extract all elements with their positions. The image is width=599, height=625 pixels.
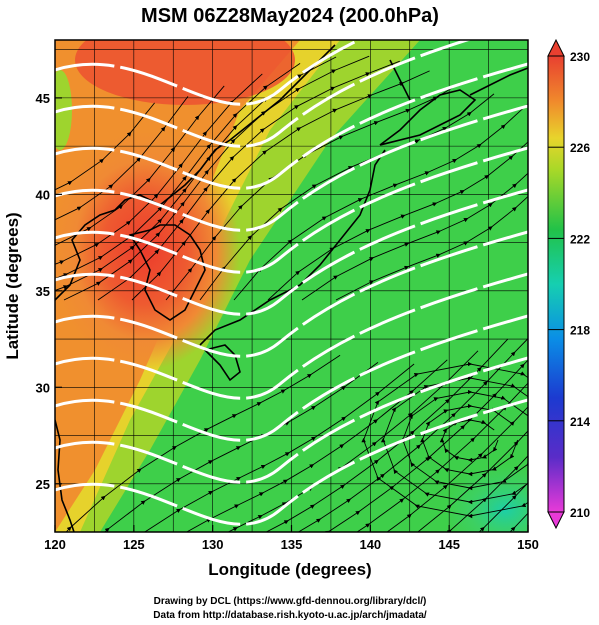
credit-data: Data from http://database.rish.kyoto-u.a…	[153, 610, 427, 621]
colorbar: 210 214 218 222 226 230	[547, 38, 590, 530]
colorbar-max-arrow	[547, 38, 565, 57]
height-contour	[55, 40, 363, 106]
x-tick-label: 145	[438, 537, 460, 552]
x-tick-label: 125	[123, 537, 145, 552]
coast-kurils	[469, 67, 528, 96]
x-tick-label: 120	[44, 537, 66, 552]
cool-core	[445, 465, 528, 532]
y-tick-label: 35	[36, 284, 50, 299]
colorbar-tick-label: 218	[570, 324, 590, 338]
y-tick-label: 30	[36, 380, 50, 395]
height-contour	[55, 62, 528, 190]
y-axis-label: Latitude (degrees)	[3, 212, 22, 359]
x-tick-label: 150	[517, 537, 539, 552]
colorbar-tick-label: 226	[570, 141, 590, 155]
colorbar-tick-label: 214	[570, 415, 590, 429]
credit-drawing: Drawing by DCL (https://www.gfd-dennou.o…	[154, 596, 427, 607]
height-contour	[55, 230, 528, 358]
colorbar-min-arrow	[547, 511, 565, 530]
warm-core-north	[75, 40, 295, 105]
x-axis: 120 125 130 135 140 145 150	[44, 525, 539, 552]
plot-area	[55, 40, 528, 532]
y-axis: 25 30 35 40 45	[36, 91, 62, 492]
streamlines	[55, 55, 528, 532]
streamline-swirl	[361, 361, 528, 519]
chart-title: MSM 06Z28May2024 (200.0hPa)	[141, 5, 439, 27]
streamline	[335, 122, 528, 301]
height-contour	[55, 104, 528, 232]
height-contours	[55, 40, 528, 526]
colorbar-body	[547, 55, 565, 513]
x-tick-label: 130	[202, 537, 224, 552]
height-contour	[55, 146, 528, 274]
height-contour	[55, 188, 528, 316]
height-contour	[55, 272, 528, 400]
y-tick-label: 25	[36, 477, 50, 492]
x-axis-label: Longitude (degrees)	[208, 560, 371, 579]
colorbar-ticks: 210 214 218 222 226 230	[548, 50, 590, 520]
height-contour	[55, 40, 473, 148]
height-contour	[55, 398, 528, 526]
colorbar-tick-label: 222	[570, 232, 590, 246]
y-tick-label: 40	[36, 187, 50, 202]
height-contour	[55, 356, 528, 484]
colorbar-tick-label: 230	[570, 50, 590, 64]
colorbar-tick-label: 210	[570, 506, 590, 520]
x-tick-label: 135	[281, 537, 303, 552]
x-tick-label: 140	[359, 537, 381, 552]
y-tick-label: 45	[36, 91, 50, 106]
height-contour	[55, 314, 528, 442]
